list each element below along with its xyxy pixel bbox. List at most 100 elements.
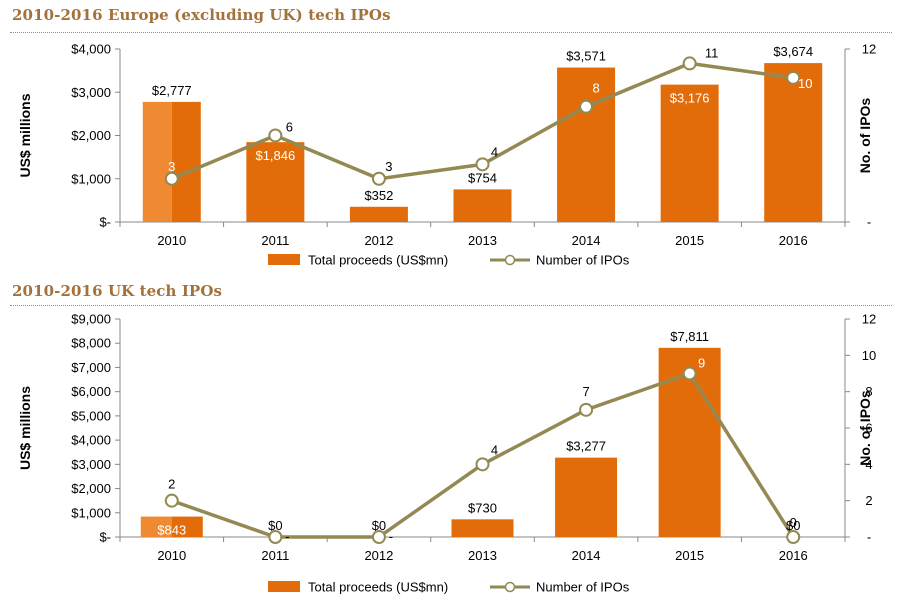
y2-tick-label: 2: [865, 493, 872, 508]
line-value-label: 3: [168, 159, 175, 174]
line-value-label: 9: [698, 356, 705, 371]
y-tick-label: $3,000: [71, 457, 111, 472]
legend-line-marker: [504, 254, 516, 266]
y-tick-label: $2,000: [71, 481, 111, 496]
bar-value-label: $1,846: [255, 148, 295, 163]
chart-title-uk: 2010-2016 UK tech IPOs: [12, 282, 223, 300]
y2-tick-label: 8: [865, 384, 872, 399]
x-tick-label: 2014: [572, 233, 601, 248]
line-point: [371, 530, 386, 544]
bar: [764, 63, 823, 222]
x-tick-label: 2010: [157, 548, 186, 563]
y2-tick-label: 12: [862, 42, 876, 57]
title-divider: [10, 305, 892, 306]
bar: [555, 457, 618, 537]
y2-tick-label: -: [867, 215, 871, 230]
bar: [453, 189, 512, 222]
x-tick-label: 2015: [675, 233, 704, 248]
bar-value-label: $0: [786, 518, 800, 533]
x-tick-label: 2010: [157, 233, 186, 248]
line-point: [164, 493, 179, 508]
y-tick-label: $8,000: [71, 336, 111, 351]
x-tick-label: 2016: [779, 233, 808, 248]
y2-tick-label: -: [867, 530, 871, 545]
bar-value-label: $0: [268, 518, 282, 533]
chart-europe-tech-ipos: $- $1,000 $2,000 $3,000 $4,000 - 12 2010 2011 201…: [17, 42, 876, 268]
legend-line-label: Number of IPOs: [536, 253, 630, 268]
y-tick-label: $3,000: [71, 85, 111, 100]
y-tick-label: $6,000: [71, 384, 111, 399]
line-value-label: 2: [168, 477, 175, 492]
y-tick-label: $-: [99, 215, 111, 230]
y2-tick-label: 6: [865, 421, 872, 436]
bar: [660, 84, 719, 222]
line-value-label: 3: [385, 159, 392, 174]
bar-value-label: $730: [468, 500, 497, 515]
x-tick-label: 2011: [261, 548, 289, 563]
x-tick-label: 2015: [675, 548, 704, 563]
line-value-label: 8: [592, 81, 599, 96]
bar-value-label: $3,176: [670, 91, 710, 106]
bar: [140, 516, 172, 537]
bar: [349, 206, 408, 222]
bar-value-label: $7,811: [670, 329, 709, 344]
line-point: [682, 366, 697, 381]
y2-tick-label: 4: [865, 457, 872, 472]
x-tick-label: 2012: [364, 233, 393, 248]
y-axis-title: US$ millions: [17, 93, 33, 177]
x-tick-label: 2012: [364, 548, 393, 563]
legend-bar-label: Total proceeds (US$mn): [308, 253, 448, 268]
x-tick-label: 2016: [779, 548, 808, 563]
legend-bar-swatch: [268, 581, 300, 592]
line-value-label: 7: [582, 384, 589, 399]
legend-line-label: Number of IPOs: [536, 580, 630, 595]
bar-value-label: $754: [468, 170, 497, 185]
y2-tick-label: 10: [862, 348, 876, 363]
line-value-label: 4: [491, 442, 498, 457]
y-tick-label: $9,000: [71, 312, 111, 327]
x-tick-label: 2011: [261, 233, 289, 248]
bar-value-label: $2,777: [152, 83, 192, 98]
y-tick-label: $-: [99, 530, 111, 545]
y2-axis-title: No. of IPOs: [857, 98, 873, 174]
line-value-label: 6: [286, 120, 293, 135]
line-point: [268, 530, 283, 544]
y2-axis-title: No. of IPOs: [857, 390, 873, 466]
line-value-label: 4: [491, 144, 498, 159]
bar-value-label: $843: [157, 523, 186, 538]
bar-value-label: $0: [372, 518, 386, 533]
line-value-label: 10: [798, 76, 812, 91]
x-tick-label: 2013: [468, 548, 497, 563]
bar: [246, 142, 305, 222]
line-point: [786, 530, 801, 544]
y-tick-label: $1,000: [71, 171, 111, 186]
y-axis-title: US$ millions: [17, 386, 33, 470]
line-point: [164, 171, 179, 186]
line-point: [786, 70, 801, 85]
bar: [142, 101, 172, 222]
chart-title-europe: 2010-2016 Europe (excluding UK) tech IPO…: [12, 6, 391, 24]
line-value-label: 0: [790, 515, 797, 530]
y2-tick-label: 12: [862, 312, 876, 327]
line-value-label: 11: [705, 45, 719, 60]
bar: [171, 101, 201, 222]
legend-bar-label: Total proceeds (US$mn): [308, 580, 448, 595]
line-point: [682, 56, 697, 71]
y-tick-label: $4,000: [71, 433, 111, 448]
x-tick-label: 2014: [572, 548, 601, 563]
line-point: [579, 99, 594, 114]
y-tick-label: $4,000: [71, 42, 111, 57]
bar: [557, 67, 616, 222]
line-point: [579, 402, 594, 417]
y-tick-label: $1,000: [71, 505, 111, 520]
bar-value-label: $352: [364, 188, 393, 203]
line-point: [475, 457, 490, 472]
chart-uk-tech-ipos: $- $1,000 $2,000 $3,000 $4,000 $5,000 $6,000 $7…: [17, 312, 876, 595]
y-tick-label: $5,000: [71, 408, 111, 423]
line-value-label: -: [389, 529, 393, 544]
y-tick-label: $7,000: [71, 360, 111, 375]
y-tick-label: $2,000: [71, 128, 111, 143]
bar: [171, 516, 203, 537]
legend-line-marker: [504, 581, 516, 593]
line-point: [371, 171, 386, 186]
